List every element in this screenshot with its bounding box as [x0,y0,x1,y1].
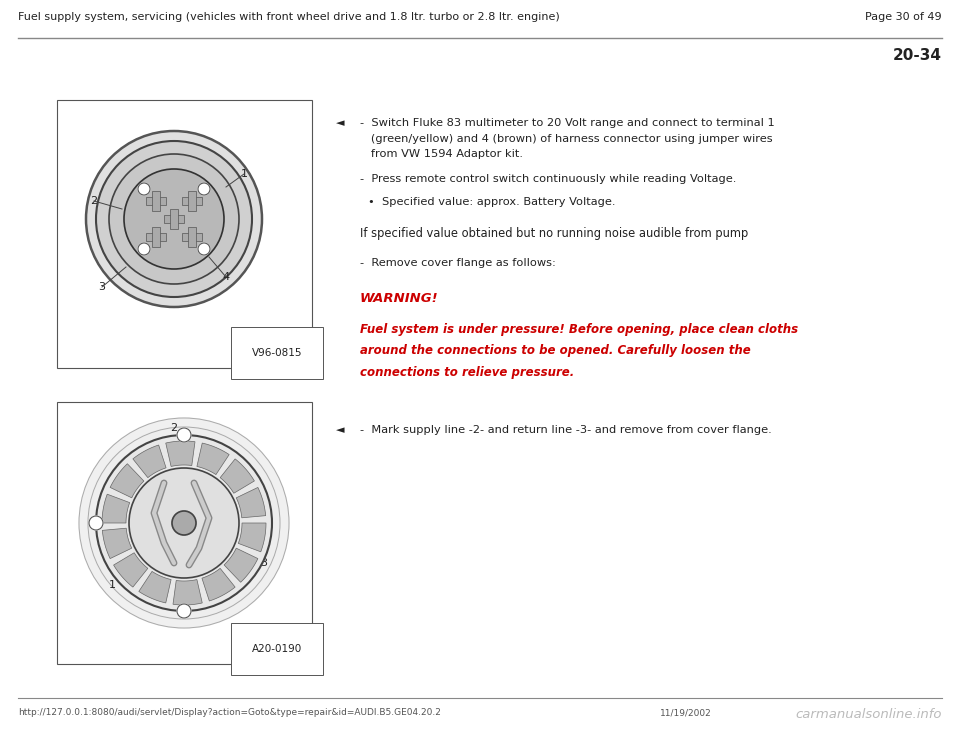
Polygon shape [202,568,235,601]
Text: A20-0190: A20-0190 [252,644,302,654]
Circle shape [89,516,103,530]
Text: 11/19/2002: 11/19/2002 [660,708,711,717]
Bar [188,191,196,211]
Text: -  Remove cover flange as follows:: - Remove cover flange as follows: [360,257,556,268]
Text: Fuel system is under pressure! Before opening, place clean cloths: Fuel system is under pressure! Before op… [360,323,798,335]
Polygon shape [220,459,254,493]
Circle shape [138,243,150,255]
Bar [146,233,166,241]
Text: 2: 2 [90,196,98,206]
Polygon shape [139,571,171,603]
Text: 2: 2 [171,423,178,433]
Text: -  Press remote control switch continuously while reading Voltage.: - Press remote control switch continuous… [360,174,736,184]
Polygon shape [236,487,266,518]
Bar [164,215,184,223]
Circle shape [138,183,150,195]
Circle shape [124,169,224,269]
Bar [146,197,166,205]
Text: http://127.0.0.1:8080/audi/servlet/Display?action=Goto&type=repair&id=AUDI.B5.GE: http://127.0.0.1:8080/audi/servlet/Displ… [18,708,441,717]
Bar [152,227,160,247]
Polygon shape [197,443,229,475]
Text: -  Mark supply line -2- and return line -3- and remove from cover flange.: - Mark supply line -2- and return line -… [360,425,772,435]
Text: 3: 3 [99,282,106,292]
Circle shape [172,511,196,535]
Polygon shape [238,523,266,552]
Circle shape [96,141,252,297]
Text: 20-34: 20-34 [893,48,942,63]
Circle shape [129,468,239,578]
Text: 1: 1 [241,169,248,179]
Circle shape [198,183,210,195]
Text: connections to relieve pressure.: connections to relieve pressure. [360,366,574,379]
Text: -  Switch Fluke 83 multimeter to 20 Volt range and connect to terminal 1: - Switch Fluke 83 multimeter to 20 Volt … [360,118,775,128]
Text: around the connections to be opened. Carefully loosen the: around the connections to be opened. Car… [360,344,751,358]
Circle shape [177,428,191,442]
Bar [57,100,312,368]
Text: 4: 4 [223,272,229,282]
Text: 1: 1 [108,580,115,590]
Text: If specified value obtained but no running noise audible from pump: If specified value obtained but no runni… [360,226,748,240]
Text: ◄: ◄ [336,118,345,128]
Polygon shape [166,441,195,467]
Text: 3: 3 [260,558,268,568]
Circle shape [88,427,280,619]
Text: (green/yellow) and 4 (brown) of harness connector using jumper wires: (green/yellow) and 4 (brown) of harness … [360,134,773,143]
Text: Fuel supply system, servicing (vehicles with front wheel drive and 1.8 ltr. turb: Fuel supply system, servicing (vehicles … [18,12,560,22]
Circle shape [96,435,272,611]
Circle shape [109,154,239,284]
Bar [188,227,196,247]
Polygon shape [224,548,258,582]
Polygon shape [173,580,203,605]
Bar [152,191,160,211]
Circle shape [177,604,191,618]
Text: WARNING!: WARNING! [360,292,439,305]
Circle shape [79,418,289,628]
Text: ◄: ◄ [336,425,345,435]
Bar [182,233,202,241]
Text: carmanualsonline.info: carmanualsonline.info [796,708,942,721]
Polygon shape [132,445,166,478]
Text: Page 30 of 49: Page 30 of 49 [865,12,942,22]
Polygon shape [103,528,132,559]
Circle shape [86,131,262,307]
Text: from VW 1594 Adaptor kit.: from VW 1594 Adaptor kit. [360,149,523,159]
Polygon shape [113,553,148,587]
Text: V96-0815: V96-0815 [252,348,302,358]
Bar [57,402,312,664]
Bar [182,197,202,205]
Circle shape [198,243,210,255]
Polygon shape [102,494,130,523]
Bar [170,209,178,229]
Polygon shape [110,464,144,498]
Text: •  Specified value: approx. Battery Voltage.: • Specified value: approx. Battery Volta… [368,197,615,207]
